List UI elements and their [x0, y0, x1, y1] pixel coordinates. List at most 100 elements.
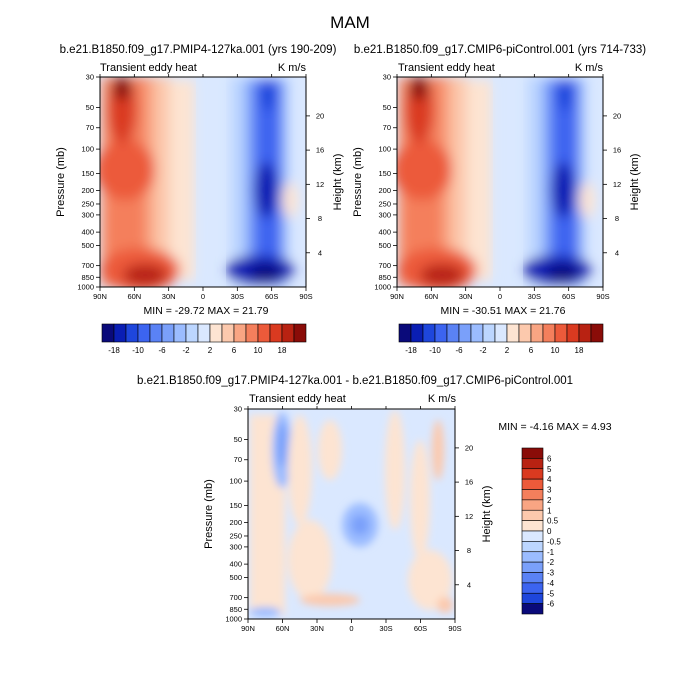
colorbar-label: -6 [158, 346, 166, 355]
colorbar-label: 2 [208, 346, 213, 355]
y-tick-label: 1000 [77, 283, 94, 292]
colorbar-label: 0.5 [547, 517, 559, 526]
y2-tick-label: 8 [467, 546, 471, 555]
colorbar-swatch [521, 478, 544, 490]
colorbar-label: 6 [232, 346, 237, 355]
panel-2-colorbar: -18 -10 -6 -2 2 6 10 18 [398, 323, 604, 355]
y-tick-label: 150 [81, 169, 94, 178]
colorbar-swatch [482, 323, 496, 343]
colorbar-label: -6 [547, 600, 555, 609]
colorbar-label: 18 [575, 346, 584, 355]
x-tick-label: 90N [93, 292, 107, 301]
colorbar-swatch [518, 323, 532, 343]
y-tick-label: 30 [234, 405, 242, 414]
colorbar-label: 4 [547, 475, 552, 484]
colorbar-swatch [470, 323, 484, 343]
y-tick-label: 400 [378, 228, 391, 237]
colorbar-swatch [578, 323, 592, 343]
colorbar-label: 18 [278, 346, 287, 355]
panel-3-stats: MIN = -4.16 MAX = 4.93 [498, 421, 611, 433]
colorbar-swatch [590, 323, 604, 343]
colorbar-swatch [530, 323, 544, 343]
colorbar-swatch [125, 323, 139, 343]
colorbar-swatch [521, 447, 544, 459]
x-tick-label: 60N [424, 292, 438, 301]
colorbar-swatch [521, 561, 544, 573]
x-tick-label: 90S [448, 624, 461, 633]
colorbar-label: -0.5 [547, 537, 561, 546]
panel-3-right-label: K m/s [428, 393, 457, 405]
colorbar-label: -18 [405, 346, 417, 355]
y-tick-label: 500 [229, 573, 242, 582]
colorbar-swatch [149, 323, 163, 343]
y-tick-label: 100 [378, 145, 391, 154]
colorbar-swatch [521, 489, 544, 501]
colorbar-label: -2 [479, 346, 487, 355]
colorbar-swatch [410, 323, 424, 343]
colorbar-label: -5 [547, 589, 555, 598]
colorbar-swatch [458, 323, 472, 343]
y-tick-label: 300 [81, 210, 94, 219]
panel-2-right-label: K m/s [575, 62, 604, 74]
colorbar-label: -2 [547, 558, 555, 567]
panel-1-plot-field [100, 77, 306, 287]
colorbar-swatch [233, 323, 247, 343]
panel-2-stats: MIN = -30.51 MAX = 21.76 [441, 305, 566, 317]
panel-2-left-label: Transient eddy heat [398, 62, 495, 74]
colorbar-swatch [173, 323, 187, 343]
y2-tick-label: 12 [613, 180, 621, 189]
y2-tick-label: 4 [318, 248, 322, 257]
colorbar-label: 2 [505, 346, 510, 355]
y2-tick-label: 20 [613, 111, 621, 120]
y2-tick-label: 16 [613, 146, 621, 155]
panel-3-left-label: Transient eddy heat [249, 393, 346, 405]
colorbar-swatch [521, 509, 544, 521]
y2-tick-label: 8 [615, 214, 619, 223]
y-tick-label: 250 [81, 199, 94, 208]
y2-tick-label: 12 [465, 512, 473, 521]
colorbar-swatch [245, 323, 259, 343]
colorbar-swatch [197, 323, 211, 343]
x-tick-label: 60S [562, 292, 575, 301]
x-tick-label: 90S [299, 292, 312, 301]
y2-tick-label: 20 [316, 111, 324, 120]
x-tick-label: 30N [310, 624, 324, 633]
colorbar-label: -1 [547, 548, 555, 557]
y-tick-label: 500 [81, 241, 94, 250]
panel-2-title: b.e21.B1850.f09_g17.CMIP6-piControl.001 … [354, 44, 646, 56]
colorbar-swatch [434, 323, 448, 343]
colorbar-swatch [521, 530, 544, 542]
y-tick-label: 70 [234, 455, 242, 464]
y-tick-label: 200 [378, 186, 391, 195]
x-tick-label: 30N [162, 292, 176, 301]
y-tick-label: 70 [383, 123, 391, 132]
y-tick-label: 150 [378, 169, 391, 178]
colorbar-swatch [521, 582, 544, 594]
y-tick-label: 1000 [225, 615, 242, 624]
colorbar-swatch [101, 323, 115, 343]
x-tick-label: 30N [459, 292, 473, 301]
colorbar-swatch [281, 323, 295, 343]
y2-tick-label: 12 [316, 180, 324, 189]
y-tick-label: 850 [378, 273, 391, 282]
y2-tick-label: 8 [318, 214, 322, 223]
colorbar-label: -10 [132, 346, 144, 355]
colorbar-swatch [566, 323, 580, 343]
y-tick-label: 70 [86, 123, 94, 132]
x-tick-label: 60S [414, 624, 427, 633]
y-tick-label: 200 [81, 186, 94, 195]
x-tick-label: 60S [265, 292, 278, 301]
colorbar-swatch [257, 323, 271, 343]
x-tick-label: 90S [596, 292, 609, 301]
colorbar-swatch [554, 323, 568, 343]
colorbar-swatch [521, 468, 544, 480]
x-tick-label: 90N [241, 624, 255, 633]
panel-2-plot-field [397, 77, 603, 287]
colorbar-label: -3 [547, 569, 555, 578]
y-tick-label: 500 [378, 241, 391, 250]
y-tick-label: 700 [81, 261, 94, 270]
x-tick-label: 0 [201, 292, 205, 301]
y2-axis-title: Height (km) [481, 486, 493, 543]
colorbar-label: 5 [547, 465, 552, 474]
